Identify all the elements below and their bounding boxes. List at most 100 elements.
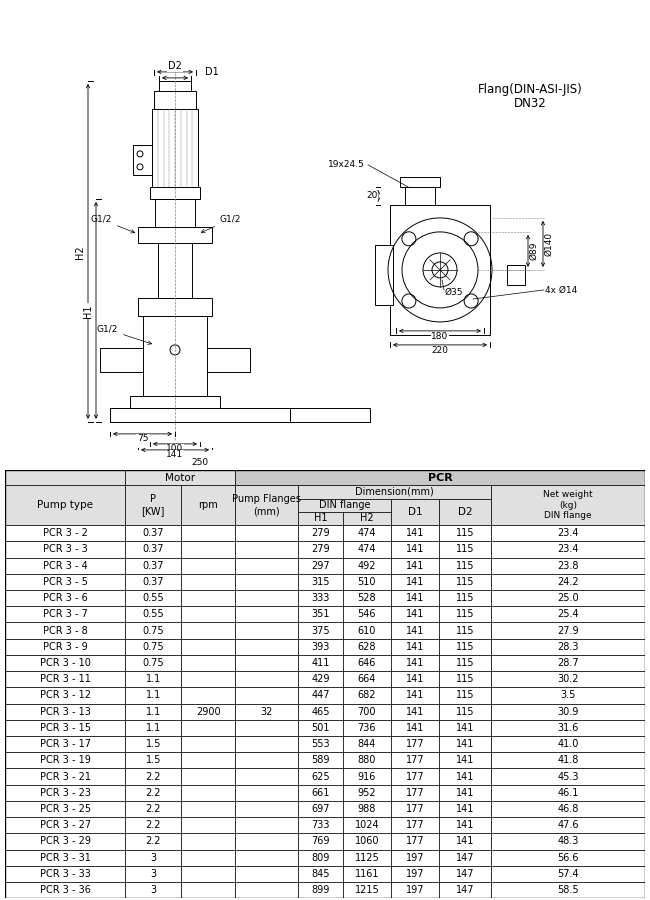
Bar bbox=[391, 704, 439, 720]
Text: 351: 351 bbox=[311, 609, 330, 619]
Bar bbox=[298, 688, 343, 704]
Bar bbox=[5, 525, 125, 541]
Text: 46.1: 46.1 bbox=[557, 788, 578, 797]
Bar bbox=[235, 541, 298, 557]
Bar bbox=[235, 607, 298, 623]
Bar bbox=[439, 817, 491, 833]
Text: 3: 3 bbox=[150, 868, 157, 879]
Bar bbox=[343, 882, 391, 898]
Bar bbox=[391, 607, 439, 623]
Text: 180: 180 bbox=[432, 332, 448, 341]
Bar bbox=[125, 833, 181, 850]
Text: PCR 3 - 25: PCR 3 - 25 bbox=[40, 804, 91, 814]
Text: Ø140: Ø140 bbox=[545, 232, 554, 256]
Bar bbox=[298, 785, 343, 801]
Bar bbox=[181, 639, 235, 655]
Bar bbox=[5, 688, 125, 704]
Bar bbox=[5, 769, 125, 785]
Bar bbox=[391, 720, 439, 736]
Bar bbox=[491, 720, 645, 736]
Bar bbox=[5, 623, 125, 639]
Text: 1125: 1125 bbox=[354, 852, 379, 862]
Text: 115: 115 bbox=[456, 626, 474, 635]
Text: 0.75: 0.75 bbox=[142, 626, 164, 635]
Bar bbox=[298, 499, 391, 512]
Text: 333: 333 bbox=[311, 593, 330, 603]
Text: 2.2: 2.2 bbox=[146, 820, 161, 830]
Text: 880: 880 bbox=[358, 755, 376, 765]
Text: 474: 474 bbox=[358, 528, 376, 538]
Bar bbox=[343, 590, 391, 607]
Text: Flang(DIN-ASI-JIS): Flang(DIN-ASI-JIS) bbox=[478, 84, 582, 96]
Text: 646: 646 bbox=[358, 658, 376, 668]
Bar bbox=[298, 639, 343, 655]
Text: 141: 141 bbox=[406, 577, 424, 587]
Text: Ø89: Ø89 bbox=[530, 241, 538, 260]
Text: 279: 279 bbox=[311, 544, 330, 554]
Bar bbox=[235, 704, 298, 720]
Bar bbox=[5, 801, 125, 817]
Text: PCR 3 - 27: PCR 3 - 27 bbox=[40, 820, 91, 830]
Text: 1060: 1060 bbox=[355, 836, 379, 846]
Bar bbox=[181, 817, 235, 833]
Bar bbox=[343, 736, 391, 752]
Text: Ø35: Ø35 bbox=[445, 287, 463, 296]
Bar bbox=[125, 704, 181, 720]
Bar bbox=[298, 704, 343, 720]
Bar bbox=[405, 187, 435, 205]
Text: H1: H1 bbox=[83, 304, 93, 318]
Bar bbox=[181, 590, 235, 607]
Text: PCR 3 - 11: PCR 3 - 11 bbox=[40, 674, 91, 684]
Text: 3: 3 bbox=[150, 885, 157, 895]
Text: rpm: rpm bbox=[198, 500, 218, 510]
Bar bbox=[491, 623, 645, 639]
Text: 141: 141 bbox=[406, 609, 424, 619]
Text: 141: 141 bbox=[406, 593, 424, 603]
Text: 56.6: 56.6 bbox=[557, 852, 578, 862]
Text: 30.9: 30.9 bbox=[557, 706, 578, 716]
Bar bbox=[235, 817, 298, 833]
Bar bbox=[5, 736, 125, 752]
Bar bbox=[235, 850, 298, 866]
Text: PCR 3 - 15: PCR 3 - 15 bbox=[40, 723, 91, 733]
Text: 47.6: 47.6 bbox=[557, 820, 578, 830]
Text: 141: 141 bbox=[456, 820, 474, 830]
Text: 27.9: 27.9 bbox=[557, 626, 579, 635]
Bar bbox=[125, 801, 181, 817]
Bar bbox=[343, 655, 391, 671]
Text: Pump Flanges
(mm): Pump Flanges (mm) bbox=[232, 494, 301, 516]
Bar bbox=[439, 866, 491, 882]
Bar bbox=[343, 688, 391, 704]
Bar bbox=[439, 833, 491, 850]
Bar bbox=[391, 866, 439, 882]
Bar bbox=[125, 850, 181, 866]
Text: 141: 141 bbox=[166, 450, 183, 459]
Bar bbox=[125, 882, 181, 898]
Text: 220: 220 bbox=[432, 346, 448, 356]
Text: 279: 279 bbox=[311, 528, 330, 538]
Bar bbox=[152, 109, 198, 187]
Bar bbox=[5, 704, 125, 720]
Text: PCR 3 - 4: PCR 3 - 4 bbox=[43, 561, 88, 571]
Bar bbox=[390, 205, 490, 335]
Bar bbox=[343, 785, 391, 801]
Bar bbox=[298, 817, 343, 833]
Text: PCR 3 - 31: PCR 3 - 31 bbox=[40, 852, 91, 862]
Text: 20: 20 bbox=[367, 192, 378, 201]
Bar bbox=[110, 408, 240, 422]
Bar bbox=[181, 485, 235, 525]
Text: 0.37: 0.37 bbox=[142, 561, 164, 571]
Bar bbox=[391, 574, 439, 590]
Bar bbox=[5, 720, 125, 736]
Bar bbox=[343, 623, 391, 639]
Text: 115: 115 bbox=[456, 577, 474, 587]
Text: PCR: PCR bbox=[428, 472, 452, 482]
Bar bbox=[5, 833, 125, 850]
Bar bbox=[439, 574, 491, 590]
Bar bbox=[235, 833, 298, 850]
Bar bbox=[181, 655, 235, 671]
Bar bbox=[507, 265, 525, 285]
Bar bbox=[491, 688, 645, 704]
Bar bbox=[439, 850, 491, 866]
Bar bbox=[143, 316, 207, 396]
